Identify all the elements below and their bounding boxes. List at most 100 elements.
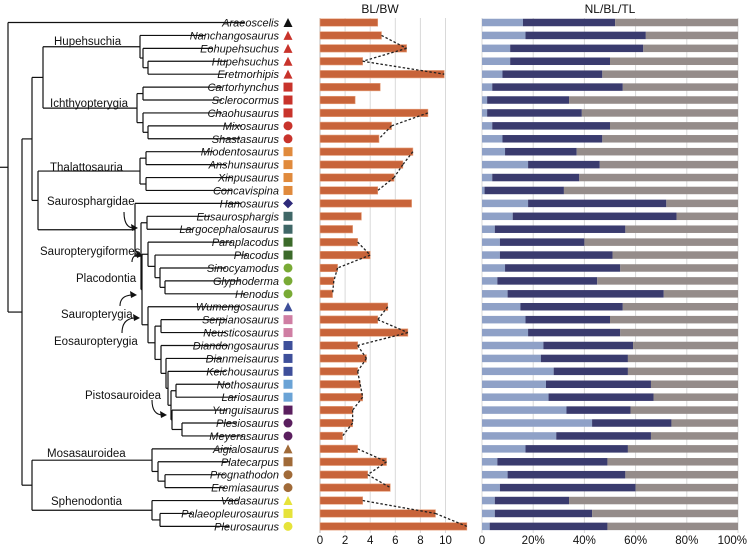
bl-bw-bar bbox=[319, 121, 392, 130]
nl-bl-tl-segment-bl bbox=[540, 354, 628, 363]
nl-bl-tl-segment-bl bbox=[525, 31, 646, 40]
nl-bl-tl-segment-tl bbox=[610, 122, 738, 130]
bl-bw-connector bbox=[357, 241, 371, 256]
bl-bw-bar bbox=[319, 354, 367, 363]
bl-bw-bar bbox=[319, 522, 468, 531]
nl-bl-tl-chart: NL/BL/TL 0 20% 40% 60% 80% 100% bbox=[479, 2, 747, 545]
clade-label-sauropterygiformes: Sauropterygiformes bbox=[40, 246, 141, 258]
nl-bl-tl-segment-bl bbox=[566, 406, 631, 414]
nl-bl-tl-segment-tl bbox=[569, 496, 738, 505]
triangle-symbol-icon bbox=[283, 302, 293, 312]
bl-bw-bar bbox=[319, 483, 391, 492]
bl-bw-bar bbox=[319, 393, 363, 402]
arrowhead-icon bbox=[131, 224, 138, 231]
taxon-label: Sinocyamodus bbox=[207, 263, 280, 275]
taxon-label: Araeoscelis bbox=[221, 18, 279, 30]
taxon-label: Wumengosaurus bbox=[196, 302, 280, 314]
bl-bw-connector bbox=[362, 60, 445, 75]
bl-bw-connector bbox=[337, 254, 371, 269]
bl-bw-bar bbox=[319, 44, 407, 53]
nl-bl-tl-segment-tl bbox=[620, 328, 738, 337]
nl-bl-tl-tick-label: 100% bbox=[718, 535, 747, 545]
square-symbol-icon bbox=[283, 328, 293, 338]
taxon-label: Sclerocormus bbox=[212, 95, 280, 107]
nl-bl-tl-segment-nl bbox=[482, 509, 495, 518]
square-symbol-icon bbox=[283, 108, 293, 118]
arrowhead-icon bbox=[133, 314, 140, 321]
taxon-label: Keichousaurus bbox=[206, 366, 279, 378]
taxon-label: Cartorhynchus bbox=[207, 82, 279, 94]
nl-bl-tl-segment-nl bbox=[482, 122, 493, 130]
nl-bl-tl-segment-nl bbox=[482, 264, 506, 272]
nl-bl-tl-segment-nl bbox=[482, 458, 498, 466]
square-symbol-icon bbox=[283, 147, 293, 157]
taxon-label: Henodus bbox=[235, 289, 280, 301]
arrowhead-icon bbox=[160, 411, 167, 418]
clade-label-thalattosauria: Thalattosauria bbox=[50, 162, 123, 174]
nl-bl-tl-tick-label: 80% bbox=[675, 535, 698, 545]
nl-bl-tl-segment-nl bbox=[482, 251, 500, 259]
clade-label-eosauropterygia: Eosauropterygia bbox=[54, 336, 138, 348]
nl-bl-tl-segment-bl bbox=[494, 225, 626, 233]
nl-bl-tl-segment-bl bbox=[556, 432, 651, 440]
nl-bl-tl-segment-bl bbox=[497, 458, 608, 466]
nl-bl-tl-segment-bl bbox=[525, 445, 628, 453]
bl-bw-connector bbox=[359, 384, 364, 398]
bl-bw-connector bbox=[362, 47, 407, 62]
bl-bw-bar bbox=[319, 238, 358, 247]
bl-bw-connector bbox=[333, 267, 339, 282]
nl-bl-tl-segment-bl bbox=[522, 18, 616, 27]
bl-bw-connector bbox=[377, 177, 395, 191]
triangle-symbol-icon bbox=[283, 43, 293, 53]
bl-bw-bar bbox=[319, 302, 389, 311]
clade-label-hupehsuchia: Hupehsuchia bbox=[54, 36, 122, 48]
nl-bl-tl-segment-tl bbox=[625, 225, 738, 233]
diamond-symbol-icon bbox=[283, 198, 293, 209]
clade-labels: Hupehsuchia Ichthyopterygia Thalattosaur… bbox=[40, 36, 162, 508]
nl-bl-tl-segment-nl bbox=[482, 522, 490, 531]
taxon-label: Prognathodon bbox=[210, 470, 279, 482]
nl-bl-tl-segment-nl bbox=[482, 419, 593, 427]
taxon-label: Anshunsaurus bbox=[208, 160, 280, 172]
bl-bw-bar bbox=[319, 431, 343, 440]
triangle-symbol-icon bbox=[283, 56, 293, 66]
clade-label-placodontia: Placodontia bbox=[76, 273, 137, 285]
taxon-label: Pleurosaurus bbox=[214, 521, 279, 533]
circle-symbol-icon bbox=[283, 483, 293, 493]
nl-bl-tl-segment-nl bbox=[482, 135, 503, 143]
bl-bw-bar bbox=[319, 470, 368, 479]
nl-bl-tl-tick-label: 0 bbox=[479, 535, 485, 545]
taxon-label: Largocephalosaurus bbox=[179, 224, 279, 236]
nl-bl-tl-segment-bl bbox=[546, 380, 651, 389]
arrowhead-icon bbox=[136, 251, 143, 258]
square-symbol-icon bbox=[283, 315, 293, 325]
nl-bl-tl-segment-bl bbox=[510, 44, 644, 53]
bl-bw-bar bbox=[319, 289, 333, 298]
taxon-label: Meyerasaurus bbox=[209, 431, 279, 443]
taxon-label: Dianmeisaurus bbox=[206, 353, 280, 365]
nl-bl-tl-segment-bl bbox=[528, 199, 667, 208]
bl-bw-bar bbox=[319, 160, 404, 169]
taxon-label: Eohupehsuchus bbox=[200, 43, 279, 55]
bl-bw-connector bbox=[381, 34, 407, 49]
bl-bw-bar bbox=[319, 31, 382, 40]
square-symbol-icon bbox=[283, 457, 293, 467]
bl-bw-bar bbox=[319, 367, 358, 376]
nl-bl-tl-segment-nl bbox=[482, 57, 511, 66]
square-symbol-icon bbox=[283, 508, 293, 518]
nl-bl-tl-segment-bl bbox=[512, 212, 677, 221]
nl-bl-tl-segment-bl bbox=[510, 57, 610, 66]
nl-bl-tl-segment-bl bbox=[484, 186, 564, 195]
nl-bl-tl-segment-nl bbox=[482, 147, 506, 156]
taxon-label: Diandongosaurus bbox=[193, 341, 280, 353]
taxon-label: Yunguisaurus bbox=[212, 405, 279, 417]
nl-bl-tl-segment-bl bbox=[528, 160, 600, 169]
taxon-label: Hanosaurus bbox=[220, 198, 280, 210]
bl-bw-connector bbox=[367, 461, 387, 476]
circle-symbol-icon bbox=[283, 121, 293, 131]
nl-bl-tl-segment-bl bbox=[505, 147, 577, 156]
square-symbol-icon bbox=[283, 250, 293, 260]
nl-bl-tl-segment-bl bbox=[492, 83, 623, 91]
nl-bl-tl-title: NL/BL/TL bbox=[585, 2, 636, 16]
bl-bw-bar bbox=[319, 18, 379, 27]
